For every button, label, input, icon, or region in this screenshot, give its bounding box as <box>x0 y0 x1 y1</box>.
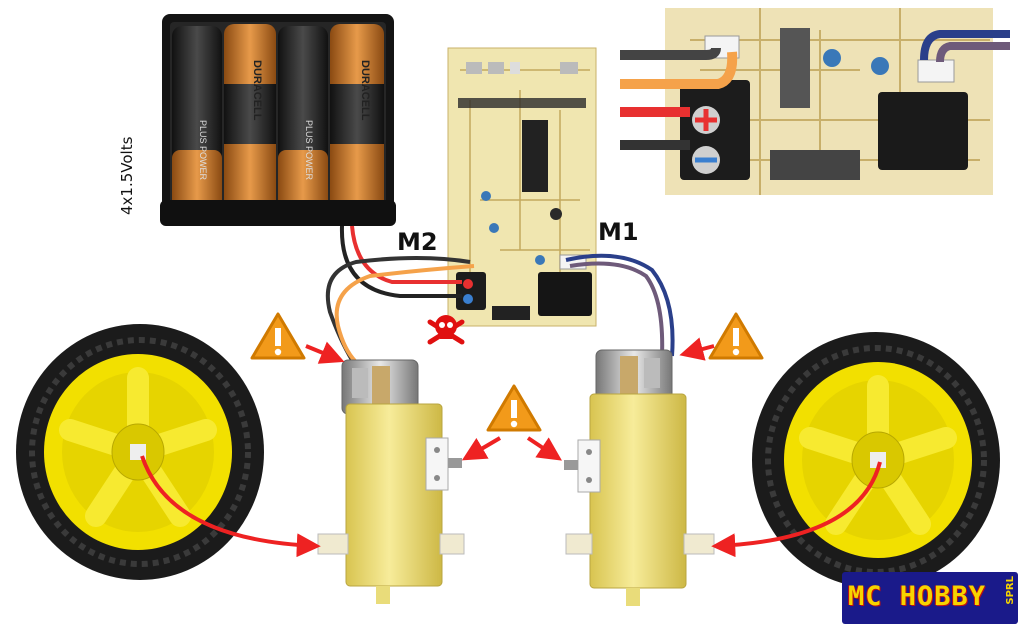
pointer-arrows <box>140 337 882 558</box>
motor-m2 <box>317 359 465 604</box>
battery-wire-black <box>339 225 462 298</box>
warning-icon <box>486 384 542 432</box>
zoom-wire-blue <box>920 30 1010 61</box>
battery-cell-print-3: PLUS POWER <box>304 120 314 181</box>
battery-cell-1 <box>172 26 222 216</box>
arrow-warning-left-motor <box>305 341 345 364</box>
zoom-wire-orange <box>620 51 738 89</box>
skull-crossbones-icon <box>427 315 465 345</box>
zoom-wire-black-top <box>620 47 721 60</box>
wheel-left <box>16 324 264 580</box>
motor-m1-label: M1 <box>598 218 639 246</box>
wheel-right <box>752 332 1000 588</box>
arrow-wheel-right-to-shaft <box>711 461 882 558</box>
wiring <box>325 225 675 364</box>
arrow-wheel-left-to-shaft <box>140 455 321 558</box>
mc-hobby-logo: MC HOBBY SPRL <box>842 572 1018 624</box>
motor-m2-label: M2 <box>397 228 438 256</box>
warning-icon <box>250 312 306 360</box>
battery-cell-print-2: DURACELL <box>251 60 263 121</box>
motor-m1 <box>564 349 715 606</box>
battery-wire-red <box>350 225 462 284</box>
motor-shield-pcb <box>447 47 597 327</box>
battery-cell-3 <box>278 26 328 216</box>
m1-wire-purple <box>569 261 665 357</box>
battery-voltage-label: 4x1.5Volts <box>118 136 136 215</box>
m1-wire-blue <box>565 253 675 357</box>
zoom-wire-purple <box>936 42 1010 63</box>
logo-suffix: SPRL <box>1005 576 1016 605</box>
warning-icon <box>708 312 764 360</box>
pcb-detail-inset <box>620 8 1010 195</box>
arrow-warning-right-motor <box>679 337 715 361</box>
arrow-center-left-screw <box>461 436 502 461</box>
battery-cell-4 <box>330 24 384 214</box>
arrow-center-right-screw <box>526 436 562 461</box>
battery-cell-print-4: DURACELL <box>359 60 371 121</box>
battery-cell-print-1: PLUS POWER <box>198 120 208 181</box>
terminal-block-zoom <box>680 80 750 180</box>
battery-pack: PLUS POWER DURACELL PLUS POWER DURACELL <box>160 14 396 226</box>
logo-text: MC HOBBY <box>848 581 987 612</box>
battery-cell-2 <box>224 24 276 214</box>
